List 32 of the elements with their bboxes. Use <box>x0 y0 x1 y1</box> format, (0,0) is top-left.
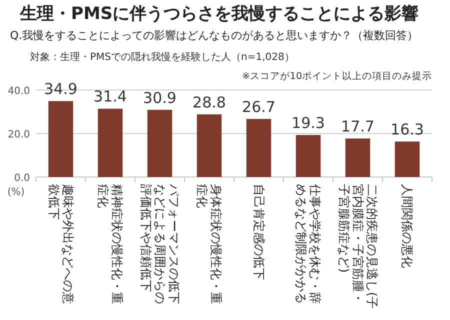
chart-title: 生理・PMSに伴うつらさを我慢することによる影響 <box>20 3 419 25</box>
chart-subtitle: Q.我慢をすることによっての影響はどんなものがあると思いますか？（複数回答） <box>10 28 418 43</box>
data-label: 26.7 <box>242 98 276 116</box>
bar <box>48 101 74 177</box>
category-label: 二次的疾患の見逃し(子宮内膜症・子宮筋腫・子宮腺筋症など) <box>336 184 379 311</box>
bar <box>246 118 272 177</box>
y-tick-label: 20.0 <box>8 130 30 140</box>
bar <box>196 114 222 177</box>
bar <box>394 142 420 177</box>
category-label: 仕事や学校を休む・辞めるなど制限がかかる <box>294 184 322 306</box>
bar <box>345 138 370 177</box>
bar <box>296 135 321 177</box>
data-label: 28.8 <box>192 93 226 112</box>
data-label: 31.4 <box>94 88 127 106</box>
category-label: 精神症状の慢性化・重症化 <box>96 184 124 306</box>
y-tick-label: 40.0 <box>8 86 30 97</box>
category-label: 身体症状の慢性化・重症化 <box>195 184 224 306</box>
category-label: 趣味や外出などへの意欲低下 <box>46 184 75 306</box>
bar <box>98 108 123 177</box>
data-label: 30.9 <box>143 88 176 107</box>
data-label: 17.7 <box>341 118 374 136</box>
text: 対象：生理・PMSでの隠れ我慢を経験した人（n=1,028） <box>30 50 294 64</box>
bar <box>147 110 172 177</box>
text: ※スコアが10ポイント以上の項目のみ提示 <box>242 70 432 83</box>
category-label: 人間関係の悪化 <box>400 184 414 270</box>
data-label: 19.3 <box>292 114 325 132</box>
data-label: 34.9 <box>44 80 78 98</box>
category-label: パフォーマンスの低下などによる周囲からの評価低下や信頼低下 <box>138 184 181 306</box>
y-axis-title: (%) <box>7 187 25 198</box>
category-label: 自己肯定感の低下 <box>252 184 266 282</box>
y-tick-label: 0.0 <box>14 173 30 184</box>
data-label: 16.3 <box>390 120 424 139</box>
